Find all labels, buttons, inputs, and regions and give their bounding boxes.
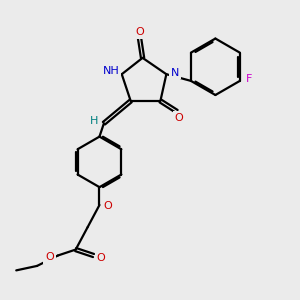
Text: N: N (170, 68, 179, 78)
Text: O: O (45, 252, 54, 262)
Text: O: O (175, 113, 183, 123)
Text: O: O (97, 254, 105, 263)
Text: NH: NH (103, 66, 120, 76)
Text: O: O (135, 27, 144, 37)
Text: O: O (103, 201, 112, 211)
Text: F: F (246, 74, 253, 84)
Text: H: H (90, 116, 99, 126)
